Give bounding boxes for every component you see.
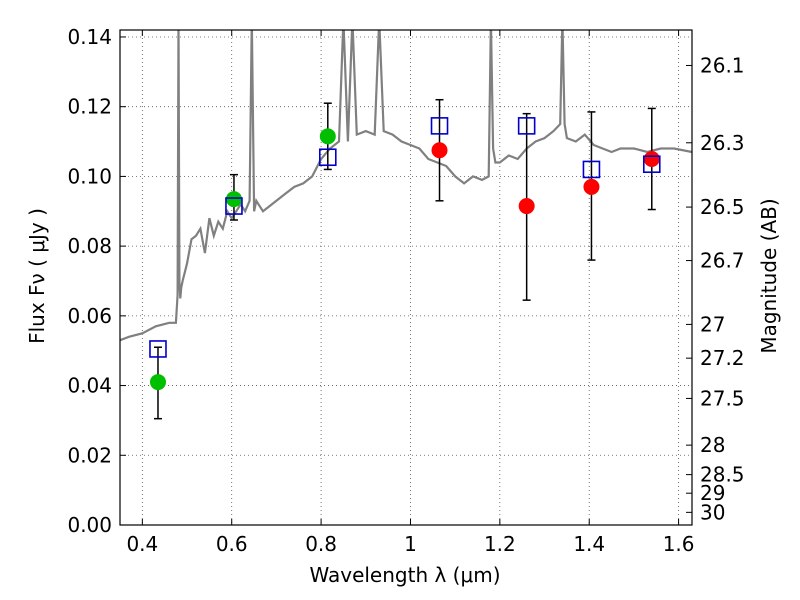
right-tick-label: 29 [700,481,725,505]
data-point-circle [583,178,600,195]
y-tick-label: 0.06 [67,304,112,328]
x-tick-label: 0.8 [305,532,337,556]
y-tick-label: 0.04 [67,374,112,398]
x-tick-label: 0.4 [126,532,158,556]
y-axis-title: Flux Fν ( μJy ) [25,208,49,344]
data-point-square [517,117,536,135]
data-point-circle [431,142,448,159]
right-tick-label: 26.5 [700,195,745,219]
data-point-square [430,117,449,135]
x-tick-label: 0.6 [216,532,248,556]
data-point-square [642,155,661,174]
y-tick-label: 0.12 [67,95,112,119]
right-tick-label: 26.3 [700,131,745,155]
x-axis-title: Wavelength λ (μm) [309,563,500,587]
x-tick-label: 1 [404,532,417,556]
y-tick-label: 0.00 [67,513,112,537]
grid [120,30,692,525]
right-tick-label: 26.1 [700,53,745,77]
right-tick-label: 27.2 [700,346,745,370]
data-point-circle [518,198,535,215]
right-tick-label: 27.5 [700,386,745,410]
data-point-square [225,197,243,215]
right-tick-label: 26.7 [700,249,745,273]
data-point-circle [225,191,242,208]
data-points [149,98,661,420]
plot-frame [119,29,693,526]
model-spectrum [120,30,692,342]
y-tick-label: 0.10 [67,164,112,188]
x-tick-label: 1.6 [663,532,695,556]
right-tick-label: 28.5 [700,463,745,487]
data-point-square [582,160,601,179]
axis-ticks: 0.4 0.6 0.8 1 1.2 1.4 1.6 0.00 0.02 0.04 0.06 0.08 0… [67,25,744,556]
y-tick-label: 0.02 [67,443,112,467]
x-tick-label: 1.4 [573,532,605,556]
right-tick-label: 28 [700,433,725,457]
right-tick-label: 30 [700,500,725,524]
data-point-circle [643,150,660,167]
y-tick-label: 0.14 [67,25,112,49]
spectrum-line [120,30,692,342]
data-point-square [318,148,337,167]
right-tick-label: 27 [700,312,725,336]
x-tick-label: 1.2 [484,532,516,556]
data-point-square [149,340,167,358]
data-point-circle [319,128,336,145]
data-point-circle [149,374,166,391]
right-axis-title: Magnitude (AB) [757,198,781,353]
y-tick-label: 0.08 [67,234,112,258]
